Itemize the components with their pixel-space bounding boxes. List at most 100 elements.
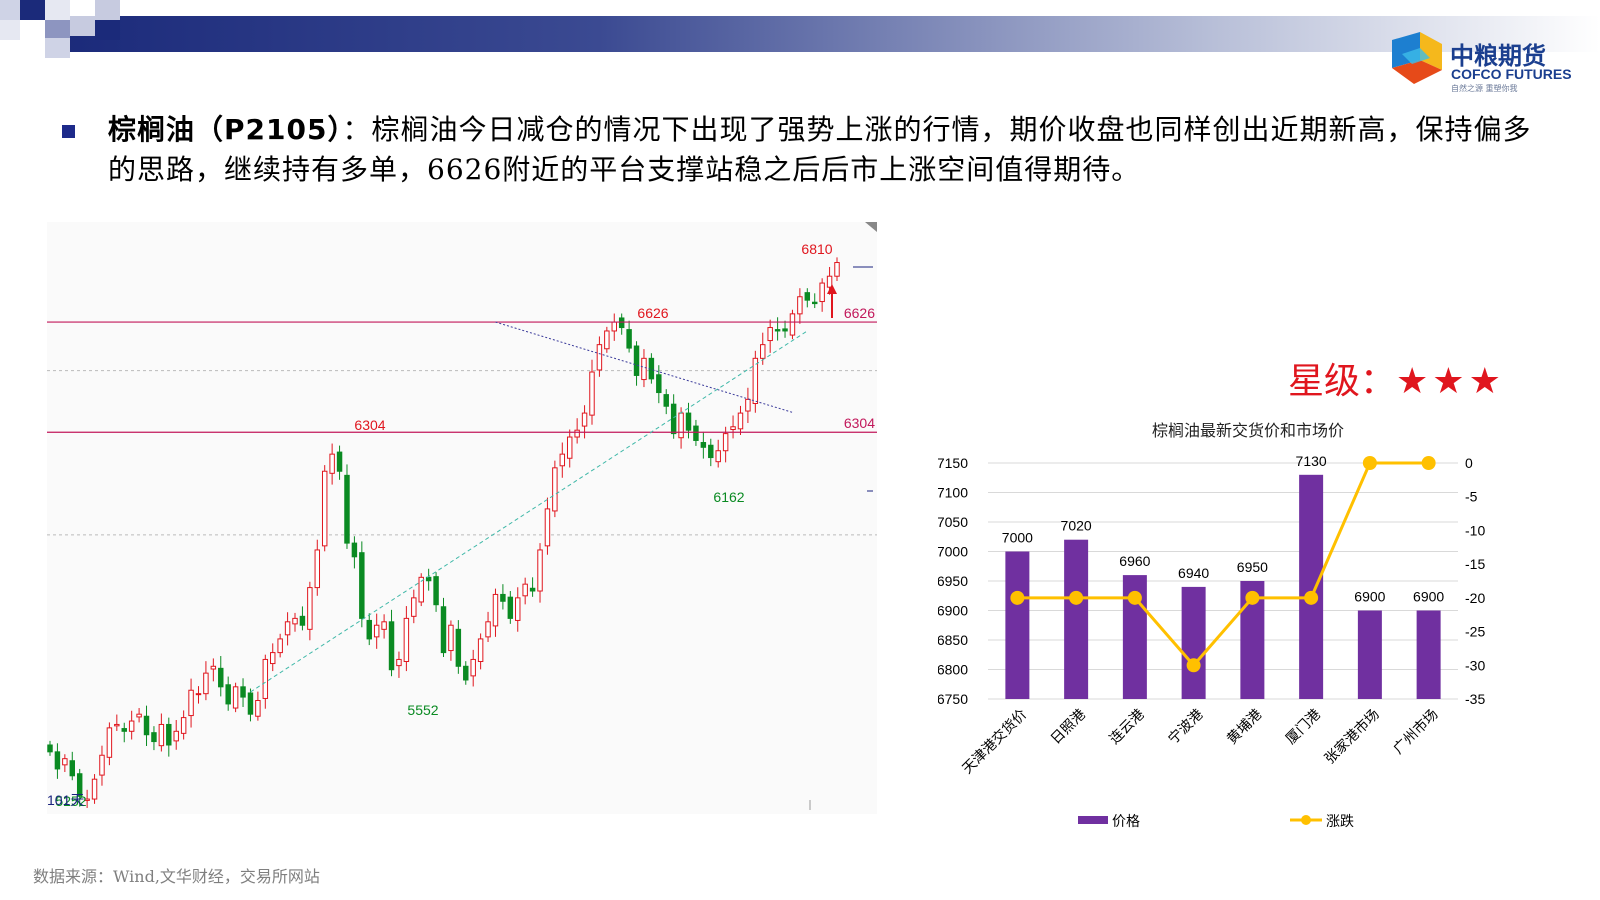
- candle-body: [173, 730, 179, 742]
- price-annotation: 6810: [801, 241, 832, 257]
- candle-body: [128, 720, 135, 732]
- candle-body: [136, 713, 142, 718]
- candle-body: [114, 723, 120, 727]
- candle-body: [270, 652, 276, 665]
- right-axis-tick: -25: [1465, 624, 1485, 640]
- candle-body: [574, 429, 580, 438]
- right-axis-tick: -20: [1465, 590, 1485, 606]
- candle-body: [737, 412, 744, 430]
- up-arrow-icon: [827, 284, 837, 294]
- candle-body: [448, 624, 454, 652]
- candle-body: [292, 617, 298, 625]
- candle-body: [188, 689, 194, 717]
- candle-body: [225, 684, 231, 705]
- bar-data-label: 6900: [1413, 589, 1444, 605]
- rating-stars: ★★★: [1396, 361, 1505, 402]
- candle-body: [774, 329, 781, 332]
- rating-label: 星级：: [1288, 361, 1397, 402]
- candle-body: [158, 723, 165, 747]
- price-annotation: 6162: [713, 489, 744, 505]
- change-line-marker: [1127, 590, 1142, 605]
- candle-body: [166, 723, 172, 746]
- bar-data-label: 6950: [1237, 559, 1268, 575]
- candle-body: [811, 301, 818, 305]
- bar-data-label: 6900: [1354, 589, 1385, 605]
- period-label: 101天: [47, 792, 84, 808]
- trendline: [250, 330, 808, 693]
- candle-body: [381, 621, 387, 630]
- chart-background: [47, 222, 877, 814]
- candle-body: [730, 426, 736, 431]
- candle-body: [537, 549, 543, 592]
- bar-chart-title: 棕榈油最新交货价和市场价: [1152, 421, 1344, 440]
- candle-body: [336, 451, 343, 472]
- candle-body: [470, 658, 476, 677]
- corner-marker-icon: [865, 222, 877, 232]
- candle-body: [544, 508, 551, 547]
- candle-body: [589, 371, 595, 416]
- candle-body: [218, 667, 224, 688]
- candle-body: [240, 686, 246, 698]
- legend-change-label: 涨跌: [1326, 814, 1354, 830]
- price-annotation: 5552: [407, 702, 438, 718]
- candle-body: [62, 758, 68, 766]
- change-line-marker: [1421, 456, 1436, 470]
- candle-body: [433, 576, 439, 606]
- price-bar: [1299, 474, 1324, 699]
- left-axis-tick: 7050: [938, 514, 968, 530]
- candle-body: [700, 442, 707, 448]
- price-annotation: 6304: [354, 417, 385, 433]
- candle-body: [247, 692, 254, 715]
- candle-body: [425, 576, 432, 582]
- legend-line-icon: [1301, 815, 1311, 825]
- commentary-highlight: 棕榈油（P2105）: [108, 113, 343, 146]
- candle-body: [752, 357, 759, 405]
- legend-bar-icon: [1078, 816, 1108, 824]
- candle-body: [604, 330, 610, 350]
- candle-body: [477, 638, 484, 662]
- candle-body: [618, 317, 625, 329]
- category-label: 厦门港: [1283, 707, 1324, 748]
- candle-body: [106, 727, 113, 758]
- candle-body: [69, 760, 76, 777]
- right-axis-tick: -5: [1465, 489, 1478, 505]
- candle-body: [321, 470, 328, 547]
- logo-english-name: COFCO FUTURES: [1451, 66, 1572, 82]
- price-annotation: 5252: [55, 793, 86, 809]
- left-axis-tick: 6750: [938, 691, 968, 707]
- candle-body: [745, 398, 751, 412]
- candle-body: [552, 467, 558, 512]
- candle-body: [143, 715, 150, 736]
- price-bar: [1005, 551, 1030, 699]
- price-bar: [1181, 586, 1206, 699]
- candle-body: [797, 296, 803, 315]
- candle-body: [492, 593, 499, 627]
- left-axis-tick: 6950: [938, 573, 968, 589]
- candle-body: [121, 728, 127, 732]
- candle-body: [359, 552, 365, 619]
- candle-body: [76, 773, 83, 797]
- candle-body: [722, 433, 729, 452]
- price-bar: [1416, 610, 1441, 699]
- candle-body: [403, 617, 410, 662]
- candle-body: [373, 624, 380, 638]
- candle-body: [277, 638, 283, 654]
- candle-body: [515, 597, 521, 621]
- candle-body: [566, 436, 573, 459]
- candle-body: [819, 282, 825, 303]
- left-axis-tick: 6850: [938, 632, 968, 648]
- candlestick-chart: 6810 6626 6304 5552 6162 5252 6626 6304 101天: [47, 222, 877, 814]
- candle-body: [559, 453, 566, 467]
- left-axis-tick: 7100: [938, 485, 968, 501]
- candle-body: [685, 412, 692, 431]
- candle-body: [663, 394, 669, 407]
- candle-body: [54, 751, 61, 770]
- candle-body: [344, 474, 350, 544]
- candle-body: [232, 686, 239, 709]
- price-bar-chart: 棕榈油最新交货价和市场价 7000 7020 6960 6940 6950 7130 690…: [938, 421, 1485, 830]
- right-axis-tick: -10: [1465, 522, 1485, 538]
- bar-data-label: 7130: [1296, 453, 1327, 469]
- right-level-label: 6304: [844, 415, 875, 431]
- candle-body: [99, 754, 105, 776]
- price-annotation: 6626: [637, 305, 668, 321]
